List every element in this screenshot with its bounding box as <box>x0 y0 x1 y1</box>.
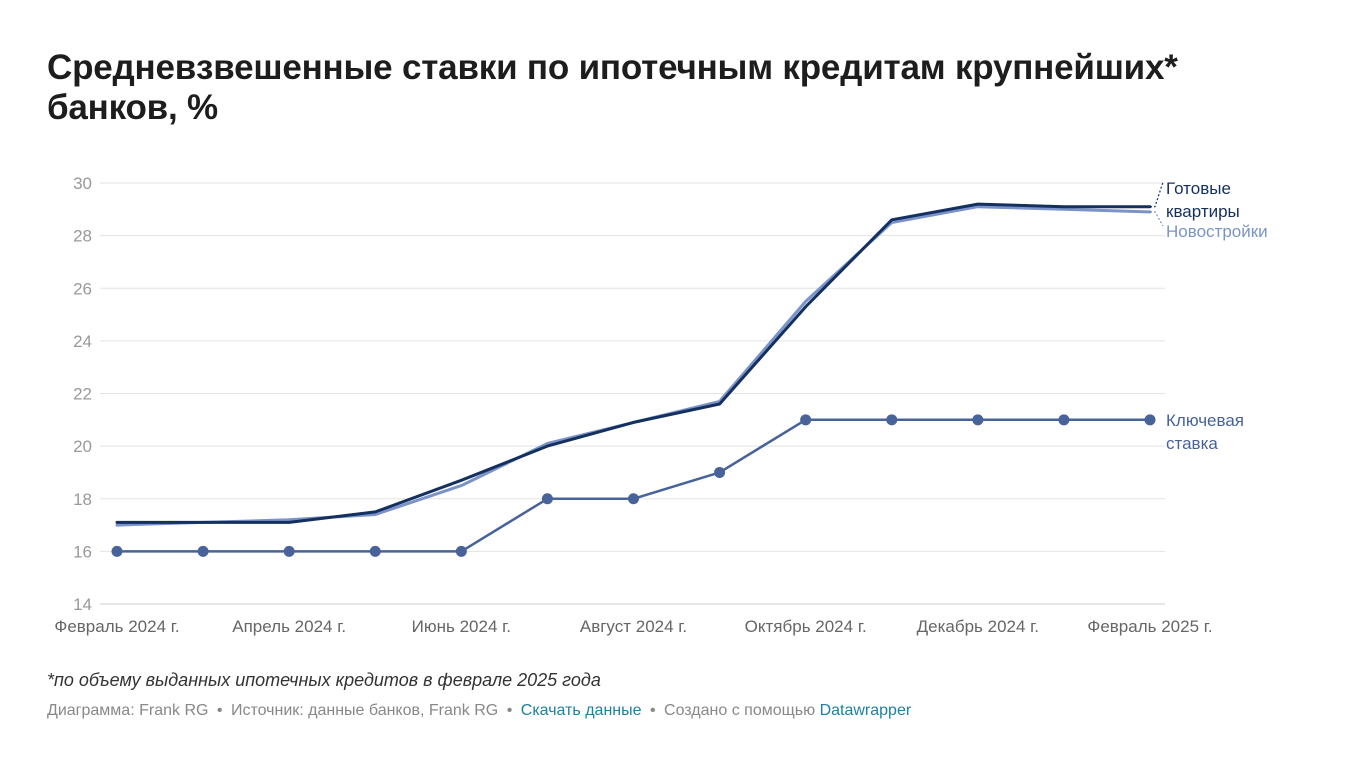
data-point <box>455 545 467 557</box>
made-with-label: Создано с помощью <box>664 702 816 719</box>
y-tick-label: 18 <box>73 490 92 509</box>
source-credit: Источник: данные банков, Frank RG <box>230 702 499 719</box>
y-tick-label: 30 <box>73 174 92 193</box>
x-tick-label: Октябрь 2024 г. <box>745 617 867 636</box>
series-label-line: квартиры <box>1166 202 1240 221</box>
label-connector <box>1150 211 1164 227</box>
chart-credit: Диаграмма: Frank RG <box>47 702 209 719</box>
x-tick-label: Июнь 2024 г. <box>412 617 511 636</box>
series-label-line: ставка <box>1166 434 1218 453</box>
x-axis-ticks: Февраль 2024 г. Апрель 2024 г. Июнь 2024 г… <box>54 617 1212 636</box>
data-point <box>972 414 984 426</box>
series-label-new: Новостройки <box>1150 211 1268 241</box>
data-point <box>541 493 553 505</box>
series-line-ready <box>115 202 1152 524</box>
series-label-line: Готовые <box>1166 179 1231 198</box>
x-tick-label: Февраль 2024 г. <box>54 617 179 636</box>
y-tick-label: 26 <box>73 279 92 298</box>
series-line-new <box>115 205 1152 527</box>
series-label-line: Ключевая <box>1166 411 1244 430</box>
data-point <box>886 414 898 426</box>
data-point <box>800 414 812 426</box>
data-point <box>369 545 381 557</box>
datawrapper-link[interactable]: Datawrapper <box>819 702 912 719</box>
data-point <box>628 493 639 505</box>
data-point <box>283 545 295 557</box>
y-tick-label: 14 <box>73 595 92 614</box>
byline: Диаграмма: Frank RG • Источник: данные б… <box>47 702 911 720</box>
separator: • <box>216 702 223 719</box>
data-point <box>1058 414 1070 426</box>
line-chart: 14 16 18 20 22 24 26 28 30 Февраль 2024 г. Апрель… <box>54 174 1268 636</box>
x-tick-label: Февраль 2025 г. <box>1087 617 1212 636</box>
series-label-ready: Готовые квартиры <box>1150 179 1240 221</box>
footnote: *по объему выданных ипотечных кредитов в… <box>47 670 601 690</box>
series-label-line: Новостройки <box>1166 222 1268 241</box>
y-axis-ticks: 14 16 18 20 22 24 26 28 30 <box>73 174 92 614</box>
data-point <box>714 466 726 478</box>
data-point <box>111 545 123 557</box>
separator: • <box>506 702 513 719</box>
label-connector <box>1150 181 1164 208</box>
series-line-key <box>115 418 1152 553</box>
x-tick-label: Декабрь 2024 г. <box>917 617 1039 636</box>
x-tick-label: Август 2024 г. <box>580 617 687 636</box>
y-tick-label: 20 <box>73 437 92 456</box>
gridlines <box>100 182 1165 605</box>
series-lines <box>111 202 1156 557</box>
y-tick-label: 28 <box>73 227 92 246</box>
data-point <box>197 545 209 557</box>
data-point <box>1144 414 1156 426</box>
y-tick-label: 16 <box>73 542 92 561</box>
download-data-link[interactable]: Скачать данные <box>520 702 642 719</box>
x-tick-label: Апрель 2024 г. <box>232 617 346 636</box>
y-tick-label: 22 <box>73 385 92 404</box>
separator: • <box>649 702 656 719</box>
series-label-key: Ключевая ставка <box>1166 411 1244 453</box>
chart-title: Средневзвешенные ставки по ипотечным кре… <box>47 48 1178 127</box>
y-tick-label: 24 <box>73 332 92 351</box>
